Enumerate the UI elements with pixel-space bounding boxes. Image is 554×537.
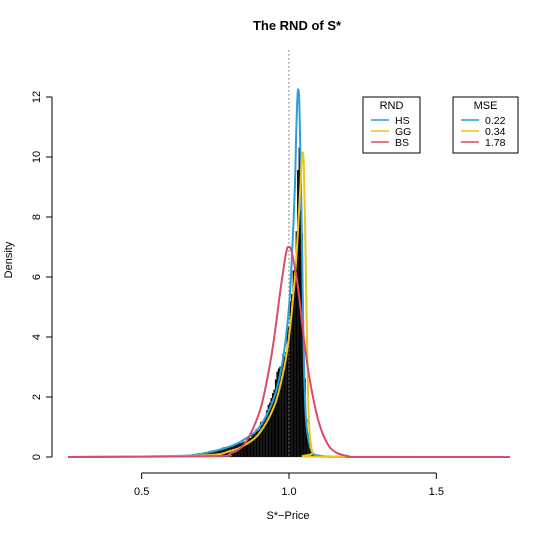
legend-entry-label: HS xyxy=(395,115,410,127)
legend-entry-label: GG xyxy=(395,126,411,138)
y-tick-label: 8 xyxy=(31,214,43,220)
y-tick-label: 12 xyxy=(31,91,43,103)
histogram-bar xyxy=(254,431,256,458)
x-tick-label: 1.0 xyxy=(281,486,296,498)
legend-entry-label: 1.78 xyxy=(485,137,506,149)
legend-entry-label: 0.34 xyxy=(485,126,506,138)
legend-title: RND xyxy=(380,100,404,112)
histogram-bar xyxy=(285,351,287,458)
y-tick-label: 4 xyxy=(31,334,43,340)
histogram-bar xyxy=(255,428,258,458)
y-tick-label: 0 xyxy=(31,454,43,460)
histogram xyxy=(170,147,320,458)
legend-entry-label: 0.22 xyxy=(485,115,506,127)
y-axis: 0 2 4 6 8 10 12 xyxy=(31,91,53,460)
y-tick-label: 2 xyxy=(31,394,43,400)
y-axis-label: Density xyxy=(3,241,15,278)
series-line-bs xyxy=(67,245,510,459)
legend-entry-label: BS xyxy=(395,137,409,149)
x-axis: 0.5 1.0 1.5 xyxy=(134,472,444,498)
histogram-bar xyxy=(248,437,251,458)
legend-box xyxy=(362,96,421,154)
density-curves xyxy=(67,88,511,459)
x-axis-label: S*−Price xyxy=(266,510,309,522)
legend-mse: MSE 0.220.341.78 xyxy=(452,96,519,154)
histogram-bar xyxy=(252,433,255,458)
y-tick-label: 6 xyxy=(31,274,43,280)
x-tick-label: 1.5 xyxy=(429,486,444,498)
legend-title: MSE xyxy=(474,100,498,112)
chart-title: The RND of S* xyxy=(253,18,342,33)
histogram-bar xyxy=(239,443,242,458)
legend-box xyxy=(452,96,519,154)
y-tick-label: 10 xyxy=(31,151,43,163)
x-tick-label: 0.5 xyxy=(134,486,149,498)
